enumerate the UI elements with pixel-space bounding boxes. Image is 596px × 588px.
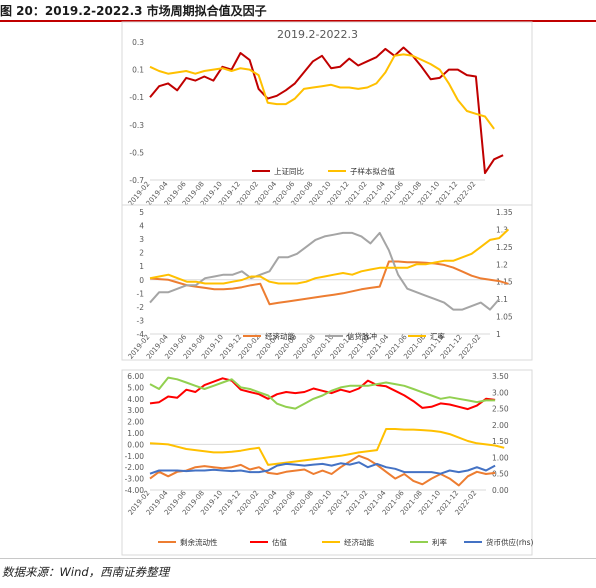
legend-label: 信贷脉冲 [347,331,377,341]
legend-label: 子样本拟合值 [350,166,395,176]
title-rule [0,20,596,22]
y-tick-label: 1.00 [127,429,144,438]
y-tick-label: -0.5 [129,148,144,157]
y-tick-label: 0.00 [127,440,144,449]
series-line-1 [149,46,504,175]
y2-tick-label: 3.50 [492,372,509,381]
legend-label: 估值 [272,537,287,547]
series-line-3 [149,228,510,285]
y-tick-label: 6.00 [127,372,144,381]
series-line-4 [149,376,496,410]
y2-tick-label: 1.50 [492,437,509,446]
legend-label: 汇率 [430,331,445,341]
y2-tick-label: 0.00 [492,486,509,495]
y-tick-label: -3.00 [125,475,145,484]
chart-3: 6.00 5.00 4.00 3.00 2.00 1.00 0.00 -1.00 -2.00 -3… [121,369,534,556]
y-tick-label: -4.00 [125,486,145,495]
y-tick-label: 1 [139,262,144,271]
chart-frame [121,21,533,206]
y-tick-label: -0.1 [129,93,144,102]
y2-tick-label: 1.35 [496,208,513,217]
y-tick-label: 2.00 [127,418,144,427]
chart-1: 2019.2-2022.30.30.1-0.1-0.3-0.5-0.72019-… [121,21,533,208]
y2-tick-label: 1.1 [496,295,508,304]
legend-label: 经济动能 [265,331,295,341]
y2-tick-label: 1.00 [492,453,509,462]
y-tick-label: 0.3 [132,38,144,47]
legend-label: 经济动能 [344,537,374,547]
y-tick-label: -0.7 [129,176,144,185]
y-tick-label: -4 [137,330,145,339]
series-line-1 [149,454,496,487]
y-tick-label: -1 [137,289,145,298]
y2-tick-label: 2.50 [492,405,509,414]
series-line-5 [149,461,496,475]
legend-label: 货币供应(rhs) [486,537,534,547]
legend-label: 上证同比 [274,166,304,176]
y2-tick-label: 1.25 [496,243,513,252]
y-tick-label: -1.00 [125,452,145,461]
charts-canvas: 2019.2-2022.30.30.1-0.1-0.3-0.5-0.72019-… [121,21,534,556]
y2-tick-label: 1.2 [496,260,508,269]
y-tick-label: 3 [139,235,144,244]
y-tick-label: 4 [139,222,144,231]
series-line-2 [149,377,496,411]
bottom-rule [0,558,596,559]
legend-label: 剩余流动性 [180,537,218,547]
y-tick-label: -2 [137,303,145,312]
series-line-3 [149,428,505,466]
series-line-2 [149,53,495,130]
chart-title: 2019.2-2022.3 [277,28,358,41]
y-tick-label: 0.1 [132,66,144,75]
y2-tick-label: 1 [496,330,501,339]
y2-tick-label: 2.00 [492,421,509,430]
y-tick-label: 3.00 [127,406,144,415]
y-tick-label: 2 [139,249,144,258]
y-tick-label: -0.3 [129,121,144,130]
y2-tick-label: 0.50 [492,470,509,479]
series-line-2 [149,231,500,311]
y-tick-label: 5.00 [127,383,144,392]
series-line-1 [149,260,509,306]
figure-title: 图 20：2019.2-2022.3 市场周期拟合值及因子 [0,4,267,18]
y-tick-label: 0 [139,276,144,285]
y-tick-label: -2.00 [125,463,145,472]
y-tick-label: 5 [139,208,144,217]
source-note: 数据来源：Wind，西南证券整理 [2,565,170,579]
y2-tick-label: 1.05 [496,313,513,322]
y2-tick-label: 3.00 [492,388,509,397]
chart-2: 543210-1-2-3-41.351.31.251.21.151.11.051… [121,204,533,361]
y-tick-label: 4.00 [127,395,144,404]
legend-label: 利率 [432,537,447,547]
y2-tick-label: 1.3 [496,225,508,234]
y-tick-label: -3 [137,316,145,325]
chart-frame [121,369,533,556]
